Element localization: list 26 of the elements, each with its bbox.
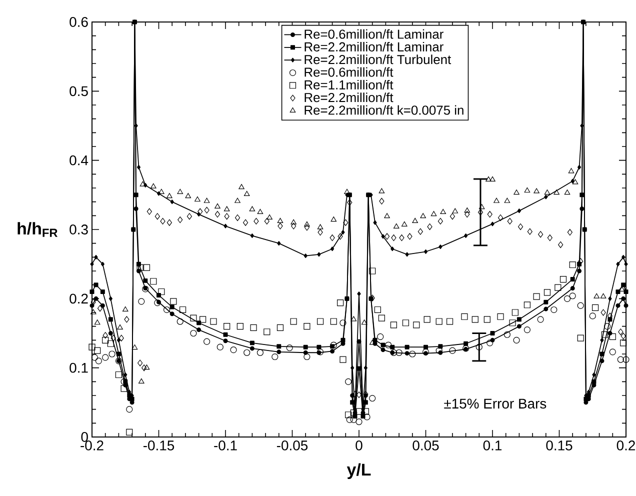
legend-label: Re=2.2million/ft [304,92,394,102]
y-tick-label: 0.4 [70,155,88,166]
legend-label: Re=0.6million/ft [304,67,394,77]
x-tick-label: -0.1 [214,440,237,450]
x-tick-label: -0.05 [276,440,308,450]
legend-label: Re=1.1million/ft [304,80,394,90]
x-tick-label: 0.05 [412,440,439,450]
annotation: ±15% Error Bars [444,398,546,409]
y-axis-title: h/h$_{FR}$ [18,222,58,237]
legend-label: Re=2.2million/ft Turbulent [304,54,452,64]
y-tick-label: 0 [81,432,88,442]
x-tick-label: -0.15 [143,440,174,450]
y-tick-label: 0.2 [70,294,88,304]
y-tick-label: 0.6 [70,17,88,27]
x-tick-label: -0.2 [80,440,104,450]
x-tick-label: 0.2 [616,440,635,450]
y-tick-label: 0.1 [70,362,88,373]
x-tick-label: 0 [356,440,362,450]
y-tick-label: 0.5 [70,86,88,96]
legend-label: Re=2.2million/ft k=0.0075 in [304,105,464,115]
y-tick-label: 0.3 [70,224,88,234]
legend-label: Re=2.2million/ft Laminar [304,42,444,52]
legend-label: Re=0.6million/ft Laminar [304,29,444,39]
x-tick-label: 0.1 [483,440,502,450]
x-tick-label: 0.15 [546,440,572,450]
x-axis-title: y/L [346,463,371,480]
